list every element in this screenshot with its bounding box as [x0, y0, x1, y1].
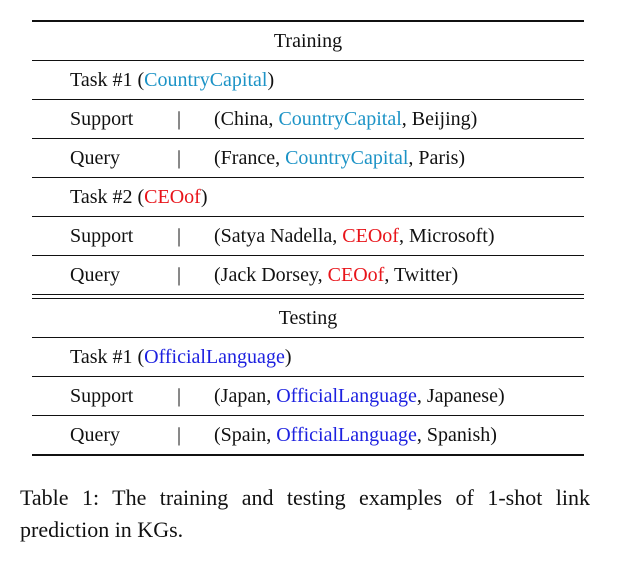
relation-name: CEOof	[327, 264, 385, 286]
rule	[32, 337, 584, 338]
training-task1-query-row: Query | (France, CountryCapital, Paris)	[32, 139, 584, 177]
triple: (Satya Nadella, CEOof, Microsoft)	[214, 225, 495, 247]
testing-task1-support-row: Support | (Japan, OfficialLanguage, Japa…	[32, 377, 584, 415]
rule	[32, 216, 584, 217]
training-task2-support-row: Support | (Satya Nadella, CEOof, Microso…	[32, 217, 584, 255]
rule	[32, 255, 584, 256]
relation-name: CEOof	[144, 186, 201, 208]
testing-header-text: Testing	[278, 307, 338, 329]
training-task2-row: Task #2 (CEOof)	[32, 178, 584, 216]
testing-header: Testing	[32, 299, 584, 337]
column-separator: |	[177, 385, 182, 407]
column-separator: |	[177, 147, 182, 169]
relation-name: CountryCapital	[285, 147, 409, 169]
task-label: Task #1 (	[70, 346, 145, 368]
rule	[32, 138, 584, 139]
column-separator: |	[177, 424, 182, 446]
rule	[32, 99, 584, 100]
bottom-rule	[32, 454, 584, 456]
triple: (France, CountryCapital, Paris)	[214, 147, 466, 169]
column-separator: |	[177, 264, 182, 286]
task-label-close: )	[284, 346, 292, 368]
row-label: Query	[70, 147, 120, 169]
row-label: Support	[70, 225, 134, 247]
relation-name: CEOof	[342, 225, 399, 247]
relation-name: OfficialLanguage	[144, 346, 285, 368]
training-task1-support-row: Support | (China, CountryCapital, Beijin…	[32, 100, 584, 138]
top-rule	[32, 20, 584, 22]
row-label: Query	[70, 264, 120, 286]
training-task2-query-row: Query | (Jack Dorsey, CEOof, Twitter)	[32, 256, 584, 294]
triple: (Japan, OfficialLanguage, Japanese)	[214, 385, 505, 407]
task-label: Task #1 (	[70, 69, 145, 91]
relation-name: OfficialLanguage	[276, 424, 417, 446]
task-label-close: )	[267, 69, 275, 91]
row-label: Support	[70, 108, 134, 130]
relation-name: OfficialLanguage	[276, 385, 417, 407]
rule	[32, 177, 584, 178]
triple: (China, CountryCapital, Beijing)	[214, 108, 478, 130]
relation-name: CountryCapital	[278, 108, 402, 130]
task-label-close: )	[200, 186, 208, 208]
task-label: Task #2 (	[70, 186, 145, 208]
column-separator: |	[177, 108, 182, 130]
relation-name: CountryCapital	[144, 69, 268, 91]
triple: (Jack Dorsey, CEOof, Twitter)	[214, 264, 459, 286]
testing-task1-query-row: Query | (Spain, OfficialLanguage, Spanis…	[32, 416, 584, 454]
examples-table: Training Task #1 (CountryCapital) Suppor…	[32, 20, 584, 456]
rule	[32, 415, 584, 416]
table-caption: Table 1: The training and testing exampl…	[20, 485, 590, 542]
section-double-rule	[32, 294, 584, 299]
row-label: Support	[70, 385, 134, 407]
testing-task1-row: Task #1 (OfficialLanguage)	[32, 338, 584, 376]
training-header: Training	[32, 22, 584, 60]
training-task1-row: Task #1 (CountryCapital)	[32, 61, 584, 99]
row-label: Query	[70, 424, 120, 446]
column-separator: |	[177, 225, 182, 247]
triple: (Spain, OfficialLanguage, Spanish)	[214, 424, 497, 446]
training-header-text: Training	[273, 30, 343, 52]
rule	[32, 376, 584, 377]
rule	[32, 60, 584, 61]
